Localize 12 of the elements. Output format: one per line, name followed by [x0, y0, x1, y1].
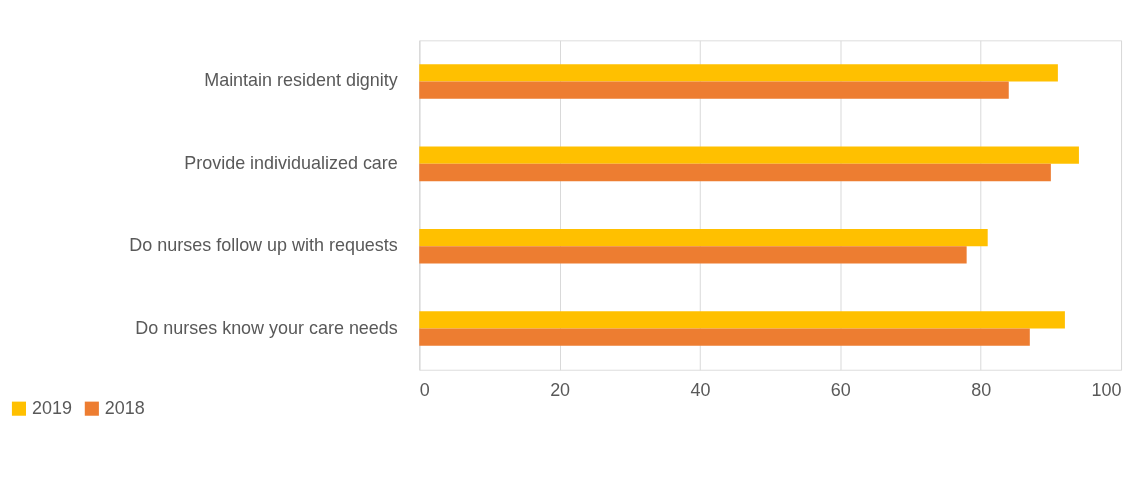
x-tick-label: 40: [690, 380, 711, 401]
legend-label: 2018: [104, 397, 145, 418]
x-tick-label: 60: [830, 380, 851, 401]
y-tick-label: Maintain resident dignity: [204, 70, 398, 91]
y-tick-label: Do nurses know your care needs: [135, 317, 398, 338]
x-tick-label: 20: [550, 380, 571, 401]
y-tick-label: Do nurses follow up with requests: [129, 235, 398, 256]
x-tick-label: 80: [971, 380, 992, 401]
legend-label: 2019: [31, 397, 72, 418]
x-tick-label: 0: [419, 380, 430, 401]
y-tick-label: Provide individualized care: [184, 152, 398, 173]
x-tick-label: 100: [1091, 380, 1122, 401]
